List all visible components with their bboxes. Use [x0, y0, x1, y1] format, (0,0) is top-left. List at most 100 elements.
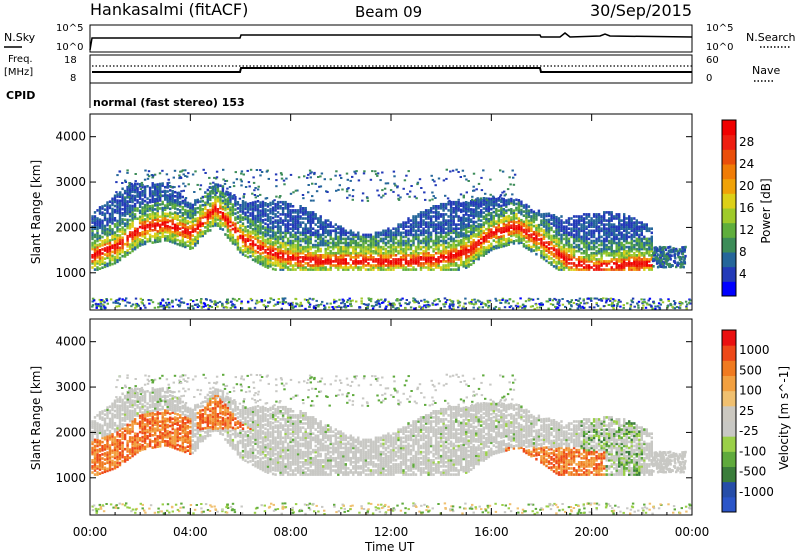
power-cell: [179, 200, 182, 204]
power-cell: [480, 247, 483, 251]
power-cell: [307, 217, 310, 220]
power-cell: [620, 227, 623, 230]
power-cell: [103, 218, 107, 222]
power-cell: [603, 260, 606, 263]
power-cell: [507, 241, 510, 244]
power-cell: [492, 235, 495, 238]
power-cell: [296, 227, 300, 230]
power-cell: [364, 258, 368, 261]
power-cell: [352, 237, 355, 241]
power-cell: [560, 247, 563, 251]
power-cell: [512, 211, 516, 214]
power-cell: [118, 201, 122, 205]
power-cell: [452, 245, 455, 249]
power-cell: [274, 213, 277, 216]
power-cell: [603, 247, 606, 251]
power-cell: [429, 217, 433, 220]
power-cell: [562, 225, 566, 228]
power-cell: [525, 246, 528, 250]
power-cell: [143, 228, 147, 231]
power-cell: [434, 213, 438, 216]
power-cell: [169, 240, 172, 243]
power-cell: [379, 266, 383, 269]
power-cell: [475, 251, 478, 255]
power-cell: [359, 251, 362, 255]
power-cell: [620, 223, 623, 226]
power-cell: [103, 239, 107, 242]
power-cell: [522, 228, 526, 232]
power-cell: [547, 249, 551, 252]
power-cell: [422, 245, 425, 249]
power-cell: [597, 233, 601, 237]
power-cell: [525, 240, 528, 244]
power-cell: [279, 217, 282, 220]
power-cell: [246, 202, 250, 206]
power-cell: [615, 227, 618, 230]
power-cell: [547, 243, 551, 246]
power-cell: [276, 262, 280, 265]
power-cell: [467, 203, 470, 207]
power-cell: [540, 229, 543, 233]
power-cell: [406, 193, 409, 196]
power-cell: [645, 260, 648, 263]
power-cell: [91, 235, 94, 239]
power-cell: [520, 221, 523, 224]
power-cell: [502, 218, 505, 221]
power-cell: [451, 169, 455, 172]
power-cell: [577, 247, 581, 251]
power-cell: [324, 223, 327, 226]
power-cell: [159, 184, 162, 188]
power-cell: [113, 217, 117, 220]
power-cell: [449, 205, 453, 208]
power-cell: [560, 215, 563, 218]
power-cell: [565, 249, 568, 253]
power-cell: [455, 233, 458, 237]
power-cell: [650, 235, 653, 239]
power-cell: [256, 212, 260, 215]
power-cell: [580, 241, 583, 245]
power-cell: [296, 229, 300, 233]
power-cell: [482, 215, 485, 218]
power-cell: [542, 221, 546, 224]
power-cell: [181, 207, 184, 211]
power-cell: [517, 217, 521, 220]
power-cell: [161, 233, 164, 236]
power-cell: [372, 251, 375, 255]
power-cell: [226, 217, 230, 221]
power-cell: [236, 211, 240, 214]
power-cell: [151, 176, 155, 179]
power-cell: [169, 201, 172, 204]
power-cell: [369, 239, 373, 243]
power-cell: [422, 219, 425, 222]
power-cell: [465, 205, 468, 208]
power-cell: [347, 249, 350, 253]
power-cell: [547, 212, 551, 216]
power-cell: [274, 237, 277, 241]
power-cell: [251, 246, 255, 249]
power-cell: [312, 231, 315, 235]
power-cell: [133, 235, 137, 239]
power-cell: [322, 221, 325, 224]
power-cell: [485, 213, 488, 217]
power-cell: [462, 252, 465, 256]
power-cell: [359, 239, 362, 243]
power-cell: [640, 251, 643, 255]
power-cell: [460, 226, 463, 230]
power-cell: [376, 172, 380, 175]
power-cell: [281, 258, 285, 261]
power-cell: [615, 262, 618, 265]
power-cell: [565, 251, 568, 255]
power-cell: [475, 224, 478, 228]
power-cell: [354, 249, 357, 253]
power-cell: [404, 235, 408, 239]
power-cell: [369, 245, 373, 249]
power-cell: [271, 263, 275, 267]
power-cell: [562, 266, 566, 269]
power-cell: [527, 211, 531, 214]
power-cell: [126, 222, 129, 226]
power-cell: [382, 194, 385, 197]
power-cell: [477, 223, 480, 226]
power-cell: [189, 247, 192, 250]
power-cell: [635, 225, 638, 228]
power-cell: [351, 198, 354, 201]
